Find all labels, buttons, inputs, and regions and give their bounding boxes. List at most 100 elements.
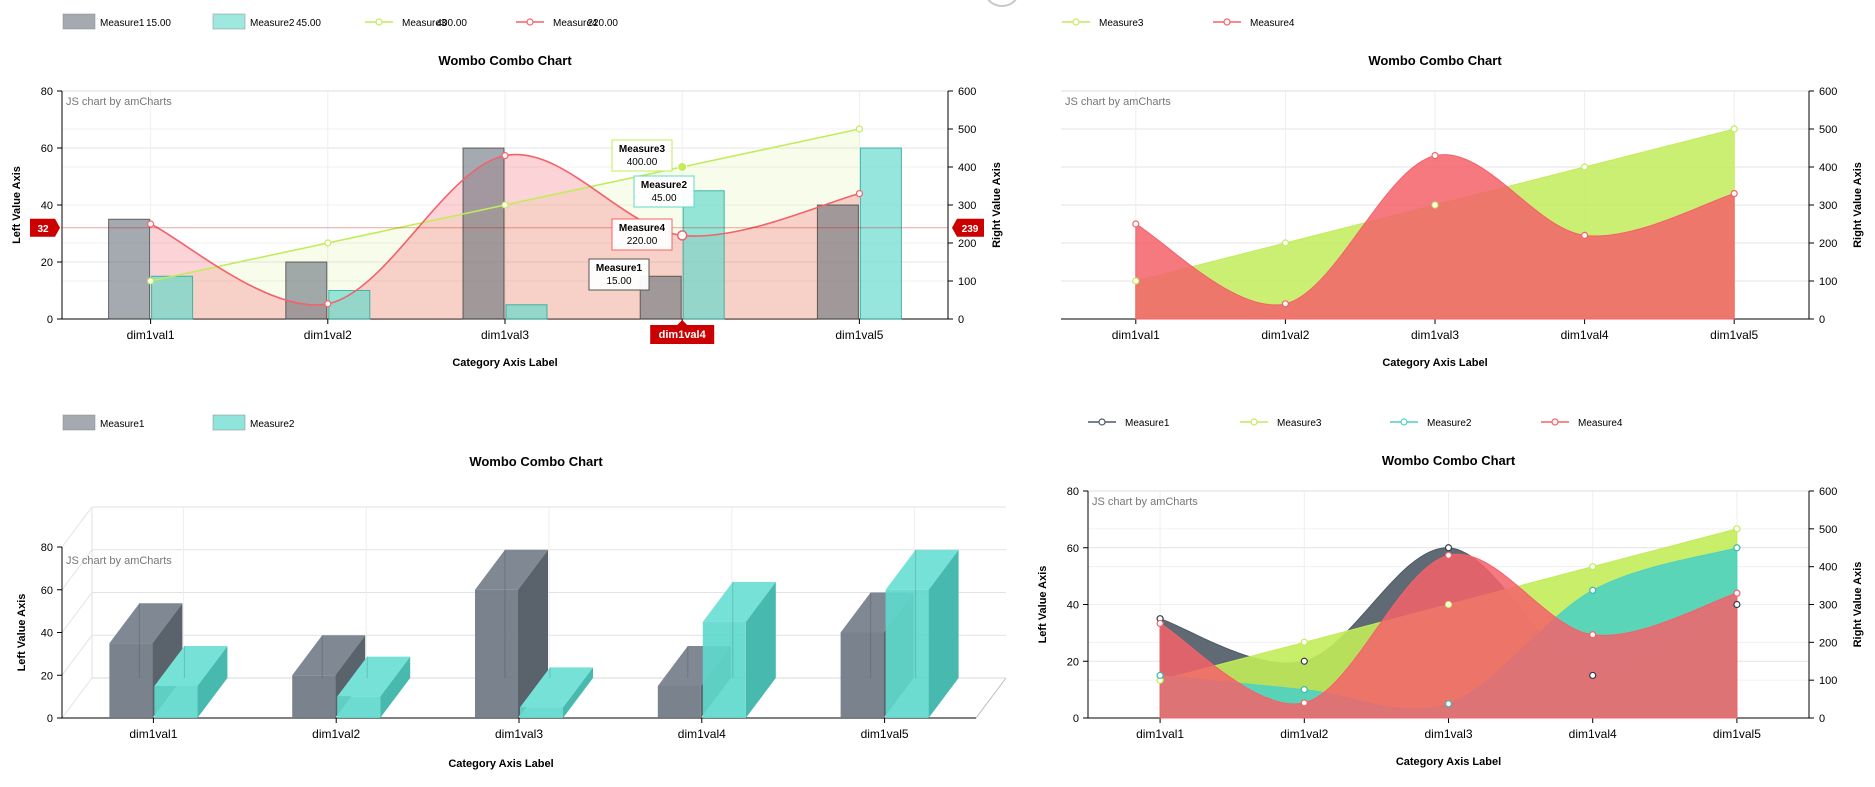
category-tick-label: dim1val3	[495, 727, 543, 741]
bar-side	[928, 549, 959, 718]
measure3-bullet	[855, 125, 864, 133]
legend-label[interactable]: Measure4	[1250, 18, 1295, 29]
left-tick-label: 60	[1067, 543, 1079, 555]
balloon-value: 400.00	[627, 157, 658, 168]
category-axis-title: Category Axis Label	[1396, 756, 1501, 768]
tooltip-balloon-measure3: Measure3 400.00	[611, 139, 673, 172]
legend-item-measure3[interactable]: Measure3	[1240, 418, 1322, 429]
legend-marker	[516, 18, 544, 26]
left-tick-label: 20	[41, 257, 53, 269]
cursor-left-box	[30, 218, 60, 237]
legend-item-measure1[interactable]: Measure1 15.00	[62, 13, 171, 30]
bar-front	[702, 621, 746, 718]
measure2-bar-3d[interactable]	[520, 667, 593, 718]
legend-label[interactable]: Measure4	[1578, 418, 1623, 429]
bar-side	[518, 549, 548, 718]
category-axis-title: Category Axis Label	[448, 758, 553, 770]
legend-label[interactable]: Measure1	[1125, 418, 1170, 429]
legend-value: 45.00	[296, 18, 321, 29]
measure2-bar[interactable]	[505, 304, 548, 320]
chart-title: Wombo Combo Chart	[469, 454, 603, 469]
left-tick-label: 80	[41, 542, 53, 554]
measure2-bar[interactable]	[859, 147, 902, 320]
measure4-bullet	[324, 300, 332, 308]
amcharts-credit-link[interactable]: JS chart by amCharts	[1065, 96, 1171, 108]
category-tick-label: dim1val2	[312, 727, 360, 741]
measure2-bar[interactable]	[151, 275, 194, 320]
amcharts-credit-link[interactable]: JS chart by amCharts	[66, 96, 172, 108]
legend-item-measure2[interactable]: Measure2	[1390, 418, 1472, 429]
measure4-bullet	[1431, 152, 1439, 160]
legend-label[interactable]: Measure1	[100, 419, 145, 430]
category-tick-label: dim1val3	[1411, 328, 1459, 342]
grid-line-side	[61, 634, 93, 676]
measure3-bullet	[1580, 163, 1589, 171]
measure4-bullet	[501, 152, 509, 160]
legend-item-measure4[interactable]: Measure4	[1541, 418, 1623, 429]
measure4-bullet	[1580, 231, 1589, 239]
legend-label[interactable]: Measure3	[1277, 418, 1322, 429]
right-tick-label: 400	[1819, 162, 1837, 174]
legend-bullet	[1223, 18, 1231, 26]
measure1-bullet	[1733, 600, 1741, 609]
legend-marker	[365, 18, 393, 26]
measure2-bar[interactable]	[682, 190, 725, 320]
measure2-bullet	[1444, 700, 1453, 708]
measure2-bar-3d[interactable]	[702, 581, 776, 718]
legend-item-measure1[interactable]: Measure1	[62, 414, 145, 431]
grid-line-side	[61, 592, 93, 633]
measure1-bar[interactable]	[108, 218, 151, 320]
bar-top	[337, 656, 411, 697]
right-tick-label: 500	[1819, 524, 1837, 536]
measure2-bar-3d[interactable]	[337, 656, 411, 718]
legend-label[interactable]: Measure2	[250, 419, 295, 430]
cursor-right-value-label: 239	[952, 218, 984, 237]
measure4-bullet	[1156, 619, 1164, 628]
legend-item-measure3[interactable]: Measure3	[1062, 18, 1144, 29]
left-axis-title: Left Value Axis	[1037, 566, 1049, 644]
chart-area: 0 100 200 300 400 500 600 Right Value Axis dim1v…	[1061, 18, 1864, 369]
legend: Measure1 Measure2	[62, 414, 295, 431]
amcharts-credit-link[interactable]: JS chart by amCharts	[66, 555, 172, 567]
measure2-bar-3d[interactable]	[154, 645, 228, 718]
legend-bullet	[526, 18, 534, 26]
legend-label[interactable]: Measure2	[1427, 418, 1472, 429]
measure3-bullet	[1733, 525, 1741, 533]
chart-mixed-areas: 0 20 40 60 80 Left Value Axis 0 100 200 300 400 500…	[1037, 418, 1864, 768]
measure1-bar-3d[interactable]	[109, 603, 183, 718]
measure3-bullet	[324, 239, 332, 247]
measure1-bar[interactable]	[816, 204, 859, 320]
measure1-bar[interactable]	[285, 261, 328, 320]
category-tick-label: dim1val2	[1261, 328, 1309, 342]
legend-label[interactable]: Measure4	[553, 18, 598, 29]
left-tick-label: 40	[1067, 600, 1079, 612]
measure4-bullet	[1733, 589, 1741, 597]
legend-label[interactable]: Measure3	[1099, 18, 1144, 29]
bar-top	[885, 549, 959, 590]
balloon-value: 220.00	[627, 236, 658, 247]
legend-label[interactable]: Measure3	[402, 18, 447, 29]
left-tick-label: 80	[41, 86, 53, 98]
measure2-bar-3d[interactable]	[885, 549, 959, 718]
legend-bullet	[1250, 418, 1258, 426]
bar-side	[745, 581, 776, 718]
bar-top	[154, 645, 228, 686]
legend-item-measure4[interactable]: Measure4	[1213, 18, 1295, 29]
measure4-bullet	[147, 220, 155, 228]
measure1-bar[interactable]	[462, 147, 505, 320]
floor-right-edge	[975, 677, 1007, 719]
measure3-bullet	[1730, 125, 1738, 133]
tooltip-balloon-measure1: Measure1 15.00	[588, 258, 650, 291]
legend-label[interactable]: Measure2	[250, 18, 295, 29]
legend-item-measure1[interactable]: Measure1	[1088, 418, 1170, 429]
chart-title: Wombo Combo Chart	[438, 53, 572, 68]
legend-label[interactable]: Measure1	[100, 18, 145, 29]
cursor-right-box	[952, 218, 984, 237]
measure1-bar-3d[interactable]	[475, 549, 548, 718]
balloon-box	[611, 139, 673, 172]
legend-item-measure2[interactable]: Measure2 45.00	[212, 13, 321, 30]
legend-item-measure2[interactable]: Measure2	[212, 414, 295, 431]
amcharts-credit-link[interactable]: JS chart by amCharts	[1092, 496, 1198, 508]
